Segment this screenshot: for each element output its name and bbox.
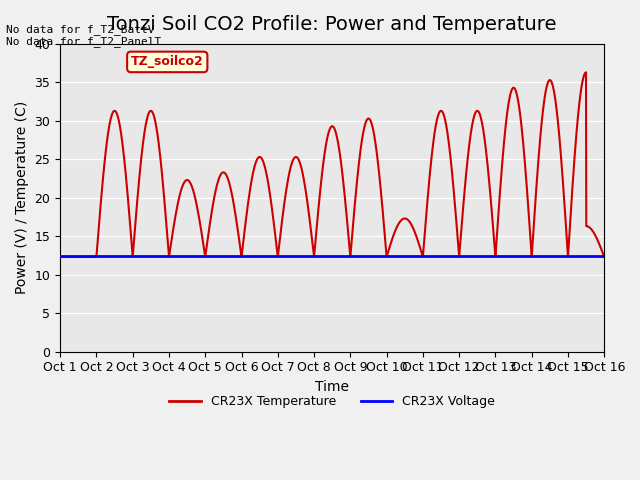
Legend: CR23X Temperature, CR23X Voltage: CR23X Temperature, CR23X Voltage — [164, 390, 500, 413]
Y-axis label: Power (V) / Temperature (C): Power (V) / Temperature (C) — [15, 101, 29, 294]
X-axis label: Time: Time — [316, 380, 349, 394]
Text: No data for f_T2_BattV
No data for f_T2_PanelT: No data for f_T2_BattV No data for f_T2_… — [6, 24, 162, 48]
Title: Tonzi Soil CO2 Profile: Power and Temperature: Tonzi Soil CO2 Profile: Power and Temper… — [108, 15, 557, 34]
Text: TZ_soilco2: TZ_soilco2 — [131, 55, 204, 69]
